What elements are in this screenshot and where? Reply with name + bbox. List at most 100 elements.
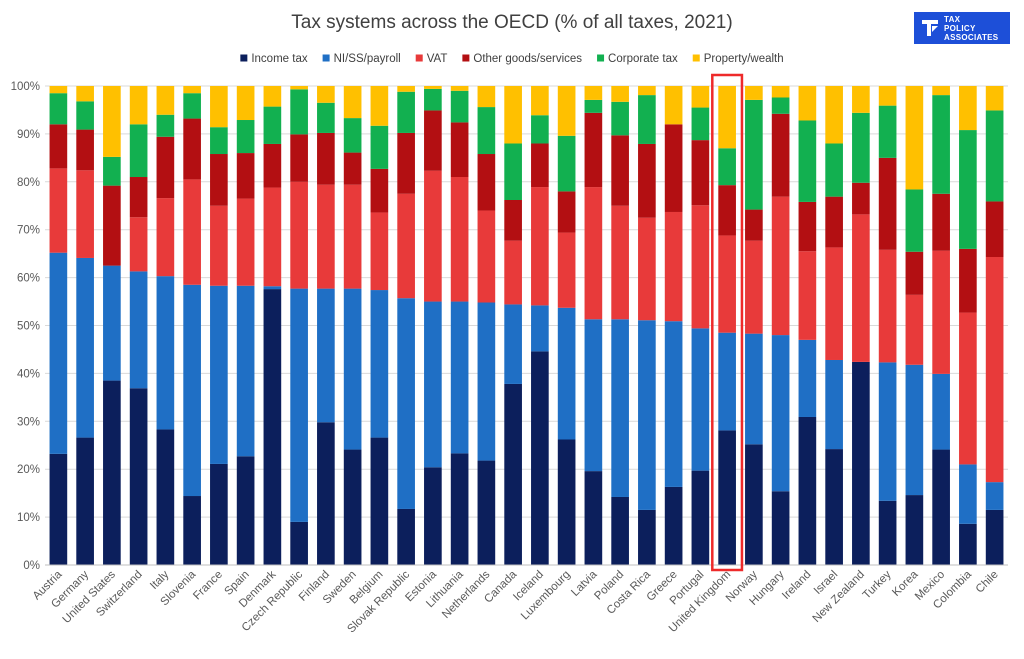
bar-segment-vat-norway (745, 240, 763, 334)
legend-item-income-tax: Income tax (240, 53, 308, 65)
bar-segment-income-tax-france (210, 463, 228, 565)
bar-segment-other-goods-services-costa-rica (638, 143, 656, 218)
legend-item-vat: VAT (415, 53, 447, 65)
gridlines (45, 85, 1008, 566)
bar-segment-vat-slovak-republic (397, 193, 415, 299)
bar-segment-other-goods-services-poland (611, 135, 629, 206)
bar-segment-ni-ss-payroll-chile (985, 482, 1004, 510)
bar-segment-vat-colombia (959, 312, 977, 465)
bar-segment-property-wealth-austria (49, 86, 68, 94)
bar-segment-corporate-tax-portugal (691, 107, 710, 141)
bar-segment-property-wealth-korea (905, 86, 924, 190)
bar-segment-other-goods-services-new-zealand (852, 182, 870, 215)
bar-segment-property-wealth-chile (985, 86, 1004, 111)
bar-segment-income-tax-canada (504, 383, 522, 565)
bar-segment-vat-hungary (771, 196, 790, 336)
x-tick-label: Chile (974, 569, 1001, 596)
y-tick-label: 50% (17, 321, 40, 333)
legend-swatch (322, 54, 330, 62)
bar-segment-corporate-tax-lithuania (450, 90, 469, 123)
bar-segment-vat-canada (504, 240, 522, 305)
bar-segment-other-goods-services-turkey (878, 157, 897, 250)
bar-segment-property-wealth-united-kingdom (718, 86, 736, 149)
bar-segment-ni-ss-payroll-sweden (343, 288, 362, 450)
bar-segment-other-goods-services-spain (236, 153, 255, 199)
y-tick-label: 30% (17, 416, 40, 428)
bar-segment-income-tax-greece (664, 486, 683, 565)
bar-segment-other-goods-services-denmark (263, 143, 282, 188)
bar-segment-property-wealth-israel (825, 86, 843, 144)
y-tick-label: 60% (17, 273, 40, 285)
bar-segment-property-wealth-latvia (584, 86, 603, 100)
bar-segment-property-wealth-slovenia (183, 86, 201, 94)
bar-segment-corporate-tax-ireland (798, 120, 817, 202)
legend-item-other-goods-services: Other goods/services (462, 53, 582, 65)
bar-segment-corporate-tax-colombia (959, 130, 977, 249)
bar-segment-property-wealth-slovak-republic (397, 86, 415, 92)
bar-segment-other-goods-services-italy (156, 136, 175, 199)
bar-segment-ni-ss-payroll-germany (76, 257, 94, 438)
bar-segment-income-tax-chile (985, 509, 1004, 565)
bar-segment-income-tax-finland (317, 422, 335, 565)
bar-segment-property-wealth-france (210, 86, 228, 128)
bar-segment-income-tax-portugal (691, 470, 710, 565)
chart-legend: Income tax NI/SS/payroll VAT Other goods/se… (240, 53, 784, 65)
bar-segment-ni-ss-payroll-luxembourg (557, 307, 576, 440)
bar-segment-property-wealth-portugal (691, 86, 710, 108)
legend-label: NI/SS/payroll (334, 53, 401, 65)
bar-segment-income-tax-germany (76, 437, 94, 565)
y-tick-label: 100% (11, 81, 40, 93)
bar-segment-other-goods-services-austria (49, 124, 68, 169)
tax-policy-associates-logo: TAX POLICY ASSOCIATES (914, 12, 1010, 44)
bar-segment-ni-ss-payroll-finland (317, 288, 335, 423)
bar-segment-property-wealth-czech-republic (290, 86, 308, 90)
bar-segment-vat-belgium (370, 212, 389, 291)
bar-segment-other-goods-services-united-states (103, 185, 121, 266)
bar-segment-property-wealth-costa-rica (638, 86, 656, 96)
bar-segment-income-tax-norway (745, 444, 763, 565)
bar-segment-other-goods-services-latvia (584, 112, 603, 188)
bar-segment-other-goods-services-slovak-republic (397, 132, 415, 194)
bar-segment-corporate-tax-latvia (584, 99, 603, 113)
bar-segment-vat-korea (905, 294, 924, 365)
y-tick-label: 20% (17, 464, 40, 476)
bar-segment-other-goods-services-canada (504, 200, 522, 241)
bar-segment-other-goods-services-finland (317, 132, 335, 185)
bar-segment-income-tax-hungary (771, 491, 790, 565)
bar-segment-corporate-tax-mexico (932, 95, 950, 194)
bar-segment-other-goods-services-france (210, 154, 228, 206)
bar-segment-property-wealth-belgium (370, 86, 389, 126)
bar-segment-corporate-tax-germany (76, 101, 94, 130)
bar-segment-property-wealth-denmark (263, 86, 282, 107)
x-tick-label: Ireland (780, 569, 813, 602)
bar-segment-property-wealth-germany (76, 86, 94, 102)
bar-segment-income-tax-latvia (584, 471, 603, 565)
bar-segment-income-tax-czech-republic (290, 521, 308, 565)
bars (49, 86, 1004, 565)
bar-segment-corporate-tax-new-zealand (852, 112, 870, 183)
bar-segment-corporate-tax-spain (236, 120, 255, 154)
bar-segment-property-wealth-greece (664, 86, 683, 125)
bar-segment-income-tax-spain (236, 456, 255, 565)
bar-segment-income-tax-estonia (424, 467, 442, 565)
bar-segment-ni-ss-payroll-colombia (959, 464, 977, 524)
bar-segment-other-goods-services-belgium (370, 168, 389, 213)
y-tick-label: 80% (17, 177, 40, 189)
bar-segment-property-wealth-united-states (103, 86, 121, 157)
logo-icon (922, 20, 938, 36)
bar-segment-ni-ss-payroll-norway (745, 333, 763, 445)
bar-segment-corporate-tax-netherlands (477, 107, 496, 155)
bar-segment-ni-ss-payroll-estonia (424, 301, 442, 468)
bar-segment-ni-ss-payroll-poland (611, 319, 629, 497)
bar-segment-ni-ss-payroll-spain (236, 285, 255, 457)
y-tick-label: 90% (17, 129, 40, 141)
bar-segment-corporate-tax-belgium (370, 125, 389, 169)
bar-segment-other-goods-services-lithuania (450, 122, 469, 178)
bar-segment-other-goods-services-czech-republic (290, 134, 308, 182)
bar-segment-property-wealth-turkey (878, 86, 897, 106)
bar-segment-vat-turkey (878, 249, 897, 363)
bar-segment-other-goods-services-luxembourg (557, 191, 576, 233)
bar-segment-ni-ss-payroll-united-states (103, 265, 121, 381)
y-tick-label: 70% (17, 225, 40, 237)
